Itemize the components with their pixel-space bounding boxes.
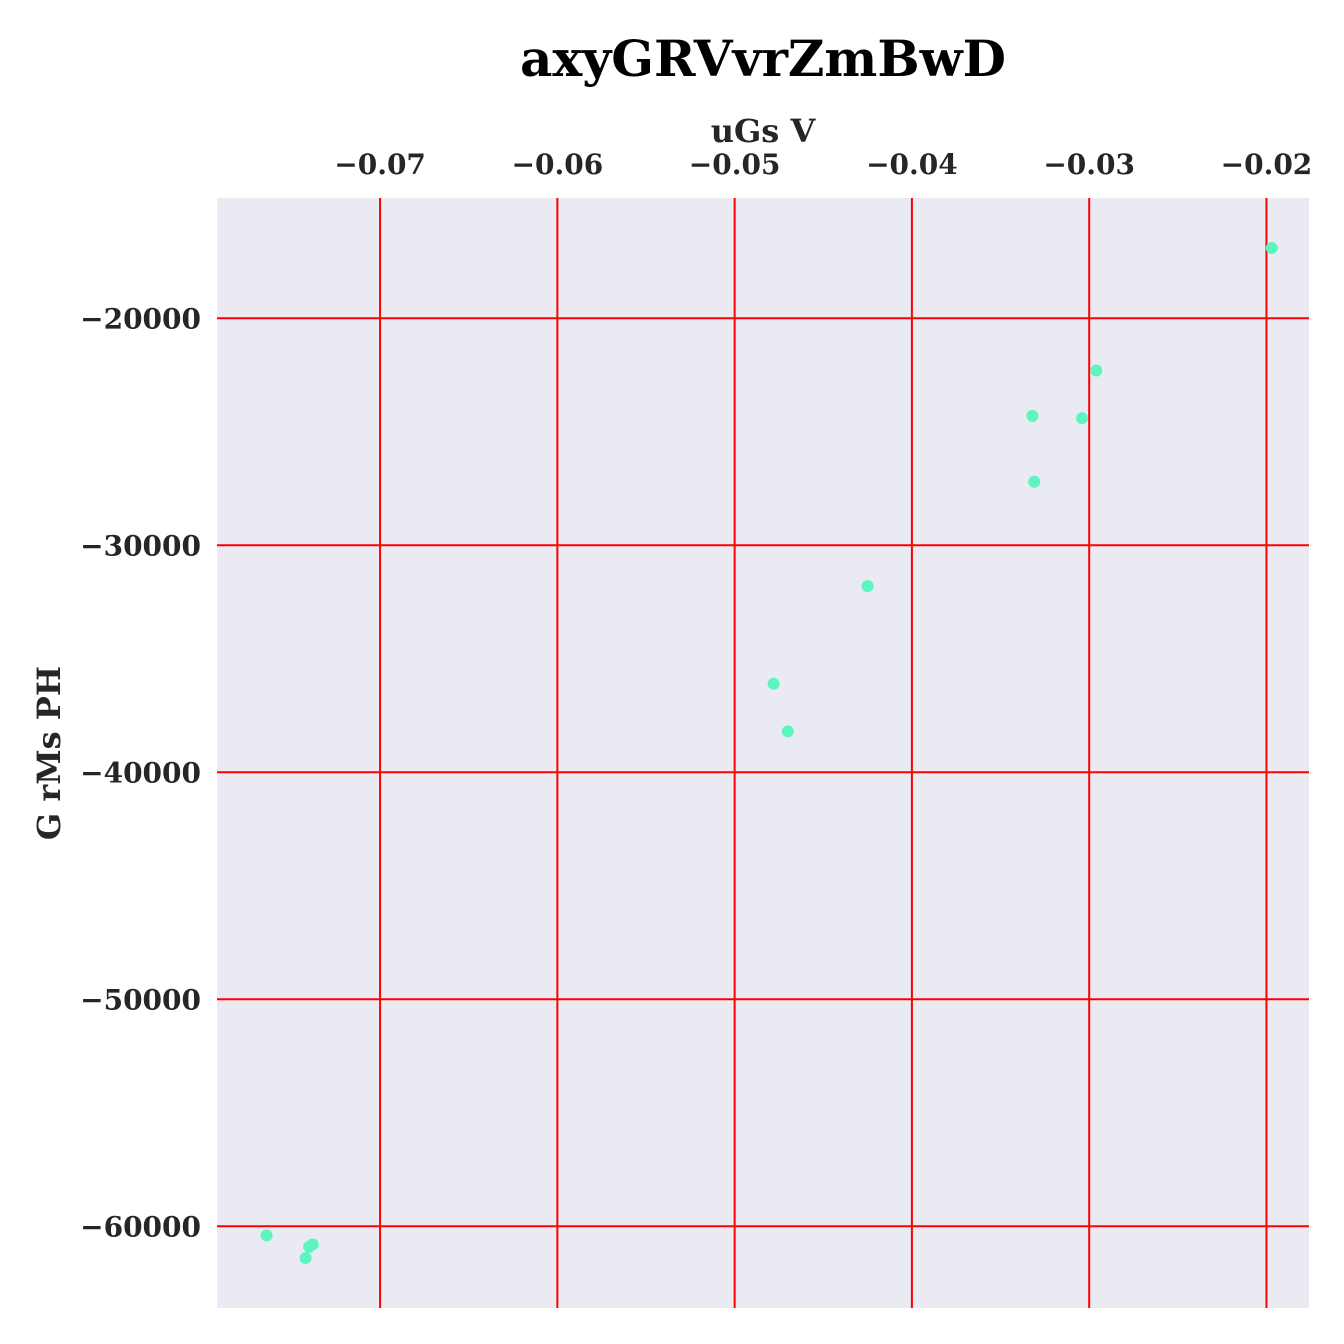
x-tick-label: −0.03 <box>1043 148 1135 181</box>
data-point <box>306 1238 319 1251</box>
data-point <box>260 1229 273 1242</box>
data-point <box>1265 241 1278 254</box>
data-point <box>1076 412 1089 425</box>
y-tick-label: −60000 <box>80 1210 201 1243</box>
y-tick-label: −50000 <box>80 983 201 1016</box>
data-point <box>299 1252 312 1265</box>
chart-title: axyGRVvrZmBwD <box>520 29 1006 88</box>
x-tick-label: −0.02 <box>1221 148 1313 181</box>
y-tick-labels: −20000 −30000 −40000 −50000 −60000 <box>80 302 201 1243</box>
y-tick-label: −20000 <box>80 302 201 335</box>
data-point <box>861 580 874 593</box>
data-point <box>1090 364 1103 377</box>
plot-area <box>217 198 1309 1308</box>
y-tick-label: −30000 <box>80 529 201 562</box>
x-tick-label: −0.07 <box>334 148 426 181</box>
data-point <box>767 677 780 690</box>
x-tick-label: −0.06 <box>512 148 604 181</box>
x-axis-label: uGs V <box>711 112 817 150</box>
data-point <box>1028 475 1041 488</box>
y-tick-label: −40000 <box>80 756 201 789</box>
x-tick-labels: −0.07 −0.06 −0.05 −0.04 −0.03 −0.02 <box>334 148 1312 181</box>
x-tick-label: −0.04 <box>866 148 958 181</box>
grid-lines <box>217 198 1309 1308</box>
y-axis-label: G rMs PH <box>30 666 68 840</box>
x-tick-label: −0.05 <box>689 148 781 181</box>
data-point <box>781 725 794 738</box>
data-point <box>1026 409 1039 422</box>
data-points <box>260 241 1278 1265</box>
